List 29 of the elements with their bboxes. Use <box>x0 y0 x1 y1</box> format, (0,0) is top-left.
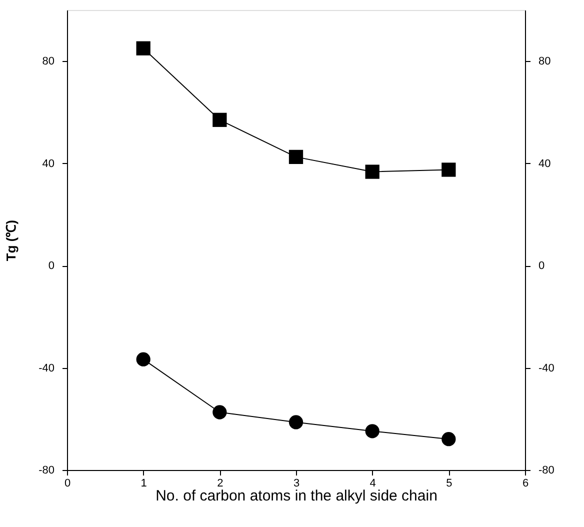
y-tick-label: 0 <box>48 260 54 272</box>
y2-tick-label: -40 <box>538 362 554 374</box>
x-tick-label: 5 <box>446 478 452 490</box>
point <box>365 164 380 179</box>
y-axis-title: Tg (℃) <box>4 220 19 262</box>
y-tick-label: -80 <box>38 464 54 476</box>
x-axis-title: No. of carbon atoms in the alkyl side chain <box>156 488 438 504</box>
x-tick-label: 4 <box>370 478 376 490</box>
y2-tick-label: 80 <box>538 56 551 68</box>
point <box>442 162 456 177</box>
x-tick-label: 6 <box>522 478 529 490</box>
point <box>136 352 150 366</box>
y-tick-label: -40 <box>38 362 54 374</box>
x-tick-label: 1 <box>140 478 147 490</box>
y2-tick-label: -80 <box>538 464 554 476</box>
point <box>212 405 227 420</box>
y-tick-label: 40 <box>42 158 54 170</box>
point <box>442 432 456 446</box>
point <box>136 41 150 56</box>
x-tick-label: 3 <box>293 478 300 490</box>
point <box>212 112 227 127</box>
point <box>365 424 380 438</box>
point <box>288 415 304 430</box>
x-tick-label: 2 <box>217 478 224 490</box>
y-tick-label: 80 <box>42 56 54 68</box>
point <box>288 150 304 164</box>
y2-tick-label: 0 <box>538 260 545 272</box>
y2-tick-label: 40 <box>538 158 551 170</box>
x-tick-label: 0 <box>64 478 71 490</box>
